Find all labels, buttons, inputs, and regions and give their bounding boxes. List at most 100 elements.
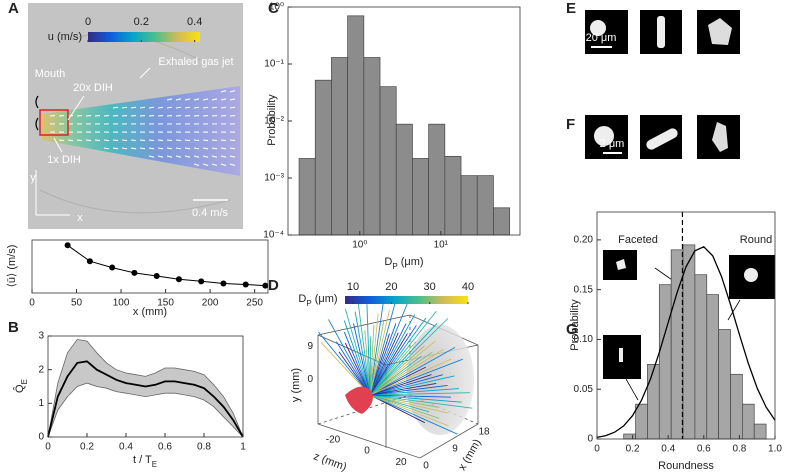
label-part: P: [306, 299, 311, 308]
arrow: [211, 147, 218, 150]
arrow: [166, 155, 173, 158]
trajectory: [369, 298, 410, 396]
arrow: [211, 163, 218, 167]
x-tick-label: 200: [202, 298, 219, 309]
bar: [460, 175, 478, 236]
colorbar-tick-label: 0.4: [187, 16, 202, 28]
bar: [694, 274, 708, 440]
arrow: [211, 98, 218, 101]
y-tick-label: 0: [587, 434, 593, 445]
x-tick-label: 250: [246, 298, 263, 309]
bar: [647, 363, 660, 440]
label-part: t / T: [133, 454, 152, 466]
label-part: E: [20, 379, 29, 384]
arrow: [229, 163, 236, 167]
trajectory: [369, 310, 437, 396]
trajectory: [369, 299, 397, 396]
x-axis-label: x (mm): [456, 437, 484, 473]
arrow: [175, 147, 182, 150]
axis-name: x: [77, 212, 83, 224]
trajectory: [369, 394, 458, 435]
scale-label: 20 μm: [586, 32, 617, 44]
bar: [623, 433, 636, 440]
x-tick-label: 0: [29, 298, 35, 309]
arrow: [193, 155, 200, 158]
trajectory: [369, 394, 439, 408]
x-tick-label: 0: [45, 442, 51, 453]
y-tick-label: 0.15: [574, 284, 594, 295]
panel-label: A: [8, 0, 19, 17]
arrow: [229, 147, 236, 150]
trajectory: [369, 394, 425, 424]
bar: [753, 423, 767, 440]
bar: [428, 123, 446, 236]
trajectory: [344, 342, 371, 396]
x-tick-label: 100: [113, 298, 130, 309]
plot-frame: [47, 335, 244, 438]
trajectory: [369, 388, 459, 396]
band: [48, 339, 243, 437]
arrow: [166, 106, 173, 109]
trajectory: [366, 304, 371, 396]
trajectory: [353, 323, 371, 396]
scale-label: 2 μm: [600, 138, 625, 150]
label-part: D: [298, 293, 306, 305]
trajectory: [344, 308, 371, 396]
bar: [331, 57, 348, 236]
arrow: [202, 106, 209, 109]
data-point: [109, 264, 116, 271]
arrow: [103, 147, 110, 150]
trajectory: [369, 358, 463, 396]
arrow: [148, 155, 155, 158]
data-line: [67, 244, 266, 287]
trajectory: [369, 375, 455, 396]
y-tick-label: 0: [307, 374, 313, 385]
bar: [658, 284, 672, 440]
label-part: (μm): [398, 256, 424, 268]
x-tick-label: 50: [71, 298, 83, 309]
fit-curve: [596, 246, 776, 439]
arrow: [229, 155, 236, 158]
z-tick-label: -20: [326, 434, 341, 445]
arrow: [139, 139, 146, 142]
trajectory: [369, 341, 417, 396]
arrow: [193, 139, 200, 142]
arrow: [130, 147, 137, 150]
trajectory: [369, 358, 452, 396]
bar: [412, 158, 429, 236]
bar: [476, 175, 494, 236]
x-tick-label: 1: [240, 442, 246, 453]
arrow: [202, 147, 209, 150]
trajectory: [369, 333, 408, 396]
trajectory: [369, 340, 436, 396]
y-tick-label: 2: [38, 364, 44, 375]
colorbar-label: u (m/s): [48, 31, 82, 43]
arrow: [139, 106, 146, 109]
bar: [379, 86, 397, 236]
x-tick-label: 10⁰: [352, 240, 367, 251]
trajectory: [369, 392, 470, 396]
trajectory: [318, 331, 371, 396]
trajectory: [369, 382, 437, 396]
arrow: [166, 139, 173, 142]
trajectory: [369, 384, 448, 396]
x-tick-label: 1.0: [768, 444, 782, 455]
panel-label: F: [566, 116, 575, 133]
arrow: [202, 139, 209, 142]
bar: [347, 15, 365, 236]
arrow: [67, 139, 74, 142]
y-tick-label: 0.05: [574, 384, 594, 395]
arrow: [148, 147, 155, 150]
trajectory: [369, 302, 384, 396]
colorbar-tick-label: 30: [424, 281, 436, 293]
arrow: [211, 155, 218, 158]
arrow: [157, 155, 164, 158]
trajectory: [369, 374, 432, 396]
arrow: [211, 106, 218, 109]
arrow: [220, 163, 227, 167]
annotation: Exhaled gas jet: [158, 56, 233, 68]
trajectory: [369, 320, 385, 396]
arrow: [103, 139, 110, 142]
arrow: [58, 139, 65, 142]
trajectory: [364, 330, 371, 396]
